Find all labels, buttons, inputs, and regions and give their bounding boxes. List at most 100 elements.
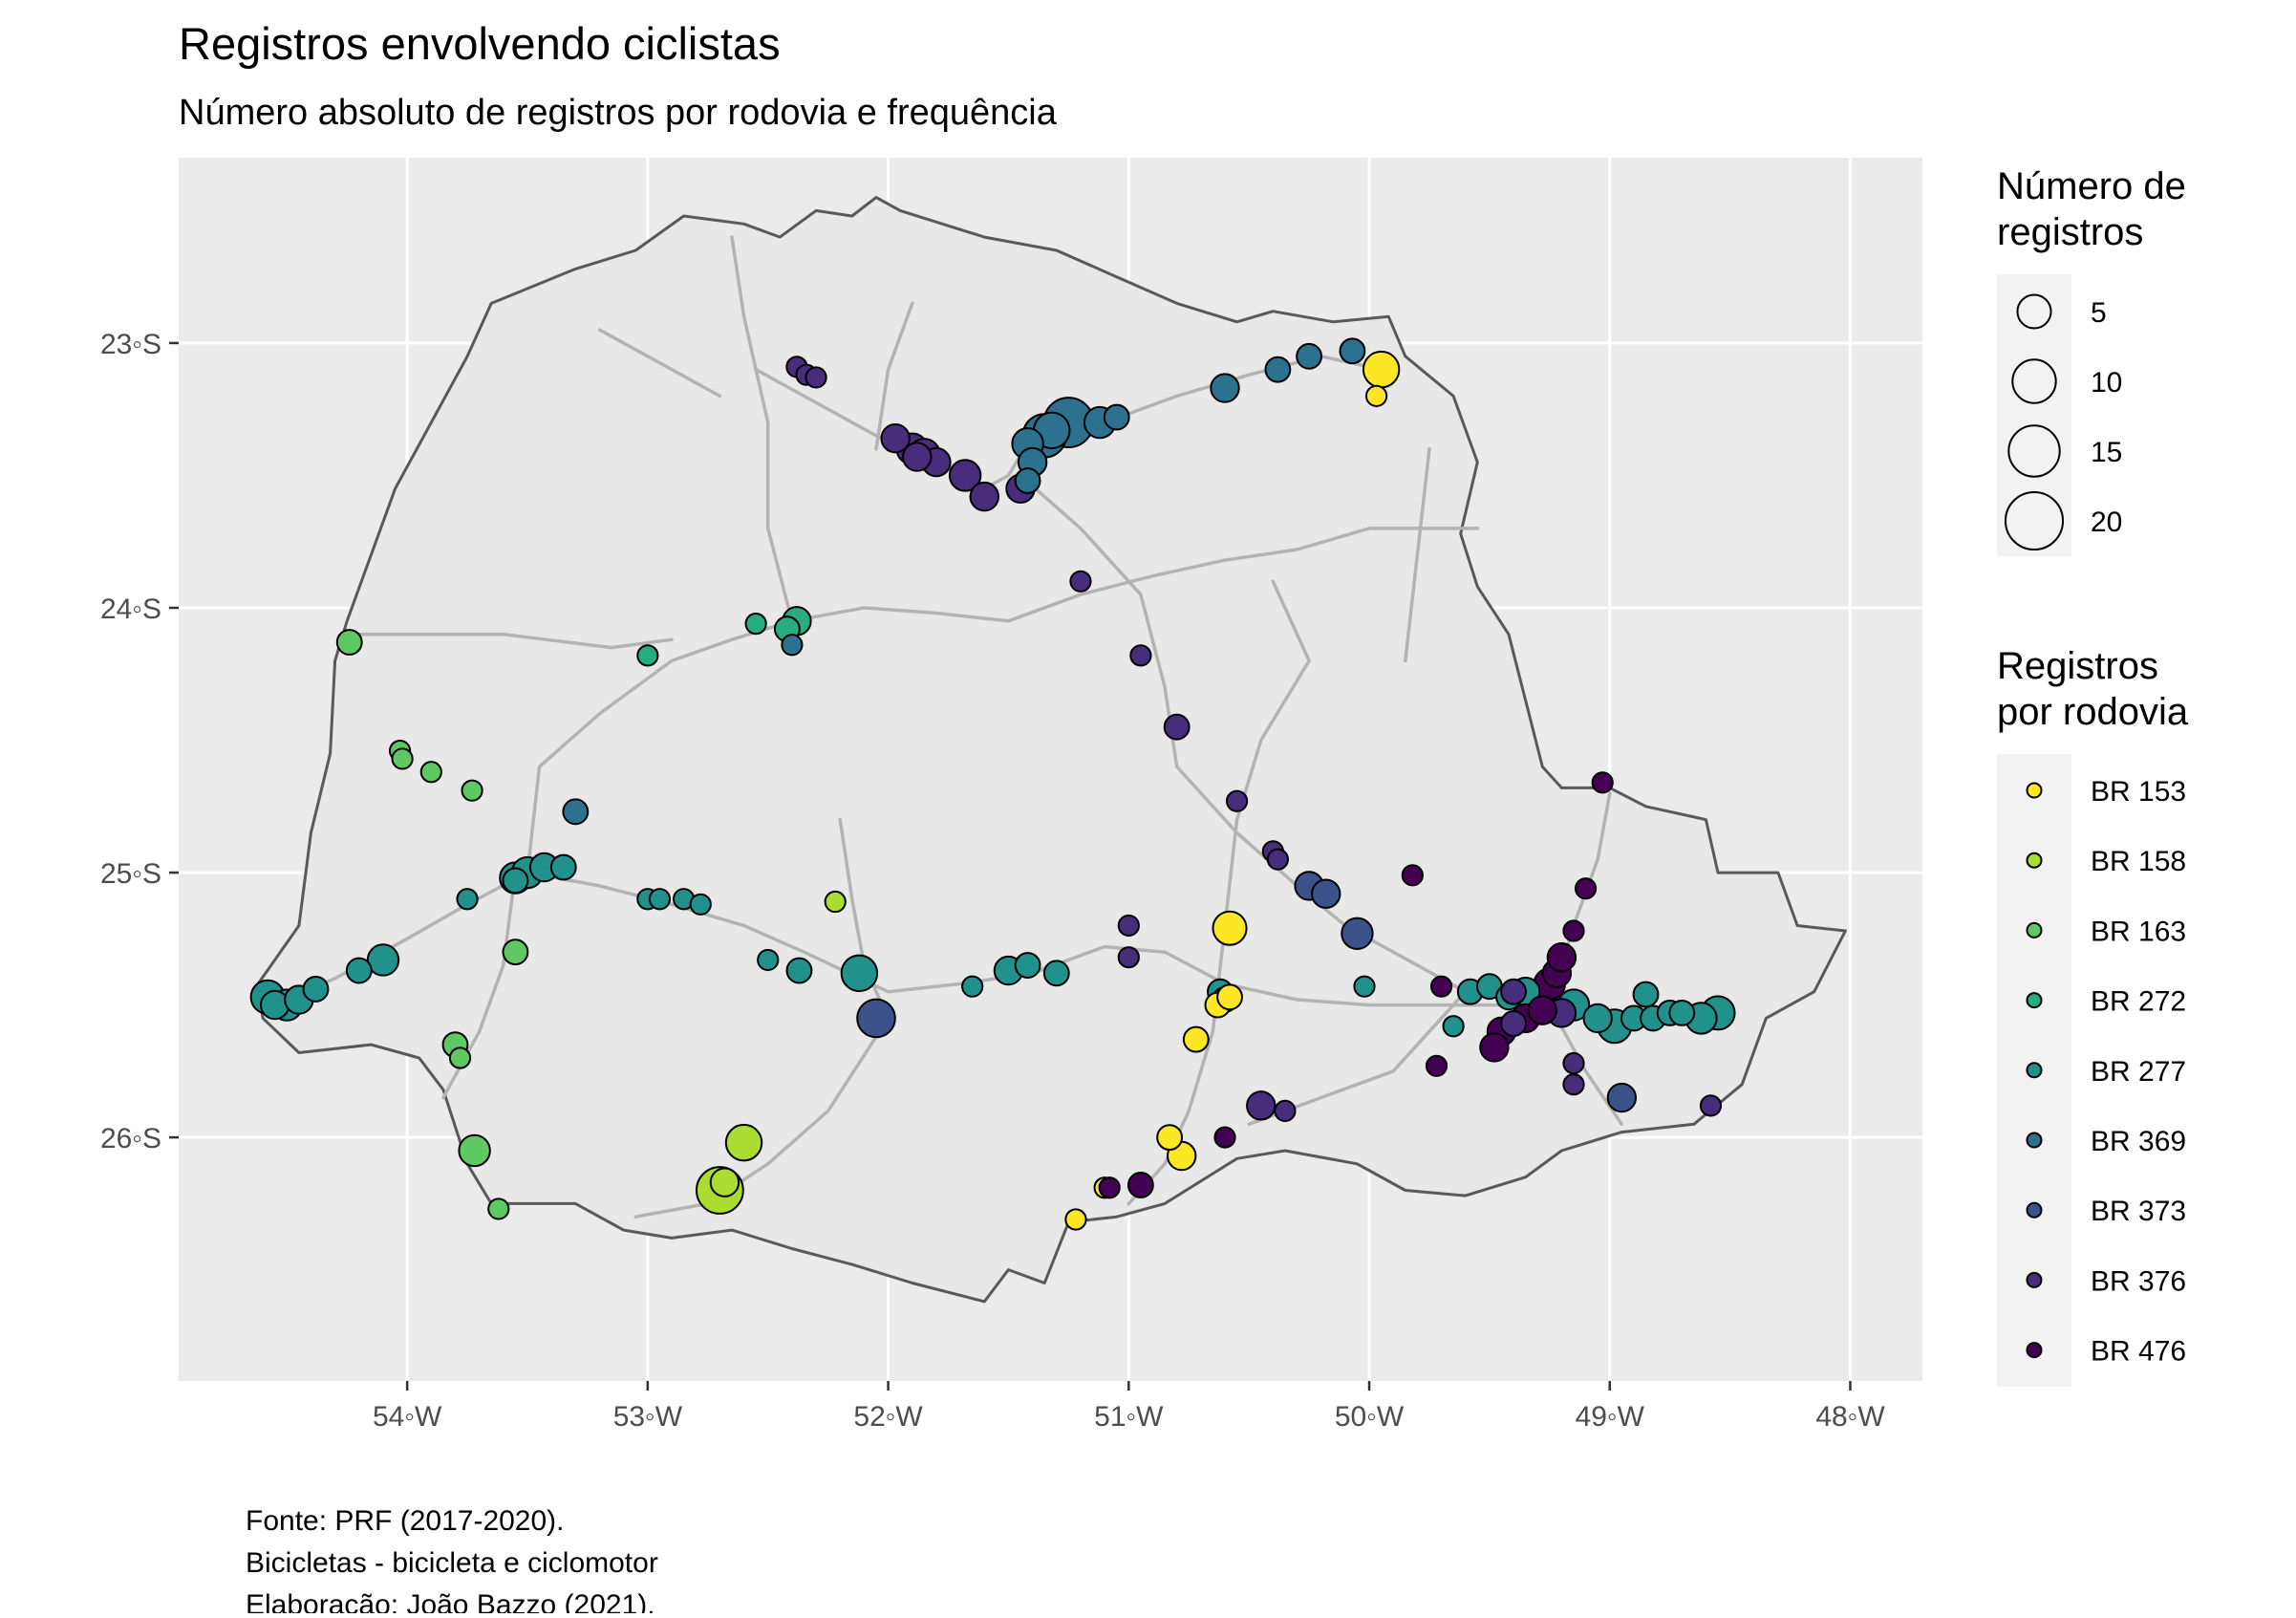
record-point [1442, 1015, 1465, 1038]
record-point [1098, 1176, 1121, 1199]
legend-color: Registros por rodovia BR 153 BR 158 BR 163 BR… [1997, 645, 2189, 1387]
record-point [502, 867, 529, 895]
legend-color-key [2026, 1342, 2043, 1359]
record-point [1401, 864, 1424, 887]
record-point [948, 459, 982, 492]
legend-color-key [2026, 782, 2043, 799]
record-point [1311, 878, 1341, 909]
record-point [456, 888, 479, 911]
y-tick-label: 24◦S [100, 593, 161, 625]
legend-size-key [2011, 358, 2057, 404]
record-point [1117, 914, 1140, 938]
x-tick-label: 50◦W [1335, 1401, 1405, 1433]
legend-size-title-line: registros [1997, 211, 2143, 253]
highway-line [526, 619, 794, 874]
record-point [302, 976, 330, 1003]
record-point [1246, 1090, 1277, 1121]
legend-color-label: BR 272 [2091, 986, 2186, 1018]
record-point [1156, 1124, 1184, 1152]
record-point [1296, 342, 1323, 370]
x-tick-label: 49◦W [1576, 1401, 1645, 1433]
caption-line: Fonte: PRF (2017-2020). [246, 1505, 565, 1537]
legend-color-key [2026, 921, 2043, 938]
record-point [1479, 1032, 1510, 1063]
record-point [335, 629, 363, 656]
legend-color-title-line: por rodovia [1997, 691, 2189, 733]
y-tick-label: 23◦S [100, 329, 161, 360]
record-point [824, 890, 847, 914]
record-point [458, 1133, 491, 1168]
record-point [1216, 983, 1243, 1011]
x-tick-label: 48◦W [1815, 1401, 1885, 1433]
record-point [1364, 384, 1388, 407]
record-point [1163, 713, 1191, 741]
record-point [487, 1197, 510, 1220]
record-point [366, 943, 400, 977]
x-tick-label: 51◦W [1094, 1401, 1164, 1433]
record-point [1582, 1003, 1613, 1034]
legend-color-key [2026, 1132, 2043, 1149]
record-point [1127, 1172, 1154, 1198]
record-point [1429, 975, 1453, 998]
record-point [757, 948, 780, 972]
record-point [1546, 942, 1577, 973]
record-point [1632, 981, 1660, 1008]
legend-size: Número de registros 5 10 15 20 [1997, 165, 2186, 556]
caption-line: Elaboração: João Bazzo (2021). [246, 1589, 655, 1613]
record-point [805, 366, 827, 389]
record-point [1266, 848, 1289, 871]
legend-color-key [2026, 1062, 2043, 1079]
record-point [1129, 644, 1152, 667]
highway-line [730, 235, 794, 623]
record-point [1668, 999, 1696, 1026]
record-point [1699, 1094, 1723, 1117]
highway-line [345, 632, 674, 650]
caption: Fonte: PRF (2017-2020). Bicicletas - bici… [246, 1505, 658, 1618]
record-point [856, 998, 896, 1039]
legend-size-key [2004, 490, 2065, 551]
legend-color-key [2026, 1201, 2043, 1219]
record-point [785, 957, 813, 984]
highway-line [1404, 447, 1431, 663]
legend-color-title-line: Registros [1997, 645, 2158, 687]
record-point [562, 798, 590, 826]
record-point [1362, 350, 1401, 389]
record-point [648, 888, 672, 911]
legend-size-title-line: Número de [1997, 165, 2186, 207]
record-point [969, 481, 999, 512]
record-point [1500, 978, 1527, 1005]
record-point [689, 893, 712, 916]
record-point [1500, 1010, 1527, 1037]
legend-size-label: 15 [2091, 437, 2122, 468]
record-point [724, 1123, 763, 1162]
highway-line [597, 328, 722, 399]
highway-line [838, 817, 891, 1021]
record-point [448, 1046, 472, 1069]
legend-size-label: 10 [2091, 367, 2122, 399]
record-point [1042, 960, 1070, 987]
record-point [502, 938, 529, 966]
highway-line [633, 1016, 891, 1219]
y-axis: 23◦S 24◦S 25◦S 26◦S [100, 329, 179, 1154]
record-point [1225, 789, 1249, 812]
record-point [1182, 1025, 1210, 1053]
record-point [1117, 946, 1140, 969]
x-tick-label: 54◦W [373, 1401, 442, 1433]
record-point [1562, 919, 1585, 942]
record-point [1339, 337, 1366, 365]
legend-size-title: Número de registros [1997, 165, 2186, 253]
record-point [1562, 1051, 1585, 1075]
legend-color-label: BR 476 [2091, 1336, 2186, 1368]
record-point [1274, 1099, 1297, 1123]
record-point [781, 634, 804, 657]
record-point [902, 442, 933, 472]
record-point [1562, 1073, 1585, 1096]
record-point [549, 853, 577, 881]
record-point [1353, 975, 1376, 998]
legend-color-label: BR 373 [2091, 1196, 2186, 1227]
record-point [1212, 910, 1248, 946]
legend-size-label: 20 [2091, 507, 2122, 538]
record-point [744, 613, 767, 636]
legend-size-label: 5 [2091, 297, 2107, 329]
